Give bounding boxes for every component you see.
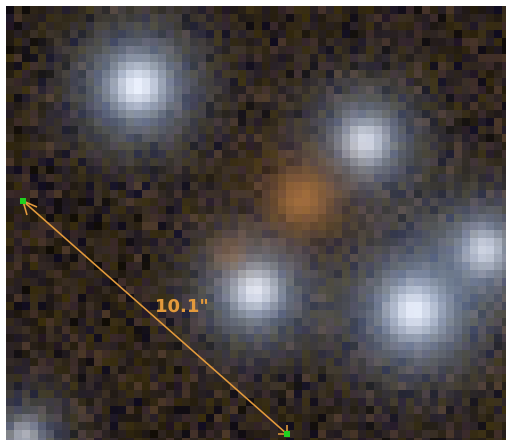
- sky-image-frame[interactable]: 10.1": [6, 6, 506, 440]
- sky-image[interactable]: [6, 6, 506, 440]
